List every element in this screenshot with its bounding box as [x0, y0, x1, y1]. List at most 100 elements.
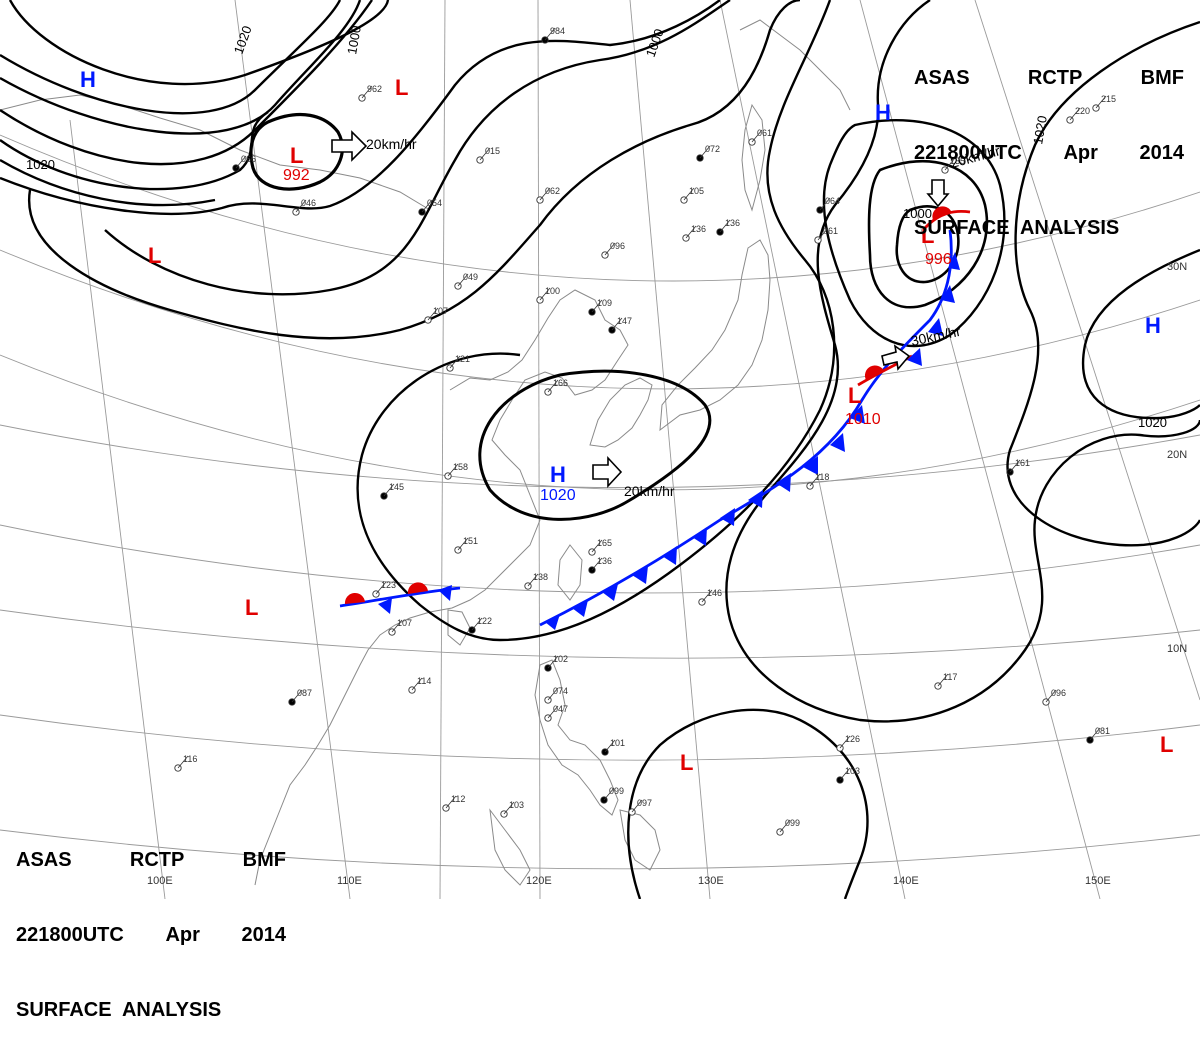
header-issuer: RCTP	[129, 849, 185, 871]
cold-front-barb	[438, 585, 452, 601]
station-pressure: 096	[1051, 688, 1066, 698]
station-pressure: 105	[689, 186, 704, 196]
wind-barb	[375, 581, 387, 595]
station-pressure: 116	[183, 754, 197, 764]
station-pressure: 136	[691, 224, 706, 234]
taiwan-coast	[557, 544, 583, 601]
wind-barb	[683, 187, 695, 201]
station-pressure: 062	[545, 186, 560, 196]
isobar	[627, 708, 869, 899]
header-issuer: RCTP	[1027, 67, 1083, 89]
cold-front-barb	[850, 405, 865, 424]
station-pressure: 112	[451, 794, 465, 804]
cold-front-barb	[776, 473, 791, 492]
station-plot: 165	[588, 538, 612, 556]
cold-front-barb	[378, 598, 392, 614]
station-plot: 097	[628, 798, 652, 816]
isobar-label: 1020	[1138, 415, 1167, 430]
speed-label: 20km/hr	[624, 483, 675, 499]
station-pressure: 061	[823, 226, 838, 236]
lon-label: 100E	[147, 875, 173, 887]
isobar-labels: 1020 1020 1000 1000 1000 1020 1020	[26, 24, 1167, 430]
wind-barb	[839, 735, 851, 749]
station-pressure: 100	[545, 286, 560, 296]
low-center: L	[290, 143, 303, 168]
chart-background	[0, 0, 1200, 899]
isobar	[895, 205, 960, 284]
header-line-1: ASAS RCTP BMF	[16, 848, 286, 873]
wind-barb	[361, 85, 373, 99]
lon-label: 120E	[526, 875, 552, 887]
grid-lon	[537, 0, 541, 899]
wind-barb	[449, 355, 461, 369]
wind-barb	[1089, 727, 1101, 741]
cold-front-barb	[692, 527, 707, 546]
station-pressure: 099	[785, 818, 800, 828]
station-plot: 103	[836, 766, 860, 784]
high-center: H	[1145, 313, 1161, 338]
wind-barb	[383, 483, 395, 497]
station-pressure: 109	[597, 298, 612, 308]
lon-label: 150E	[1085, 875, 1111, 887]
station-pressure: 123	[381, 580, 396, 590]
station-pressure: 103	[509, 800, 524, 810]
inland-boundary	[0, 94, 431, 211]
station-plot: 135	[941, 156, 965, 174]
cold-front-barb	[830, 433, 845, 452]
cold-front-barb	[907, 348, 922, 366]
station-plot: 101	[601, 738, 625, 756]
station-plot: 122	[468, 616, 492, 634]
station-plot: 136	[682, 224, 706, 242]
wind-barb	[591, 539, 603, 553]
wind-barb	[1095, 95, 1107, 109]
isobar	[1006, 20, 1200, 547]
wind-barb	[503, 801, 515, 815]
station-pressure: 096	[610, 241, 625, 251]
cold-front-barbs	[378, 252, 960, 630]
isobar	[725, 0, 1200, 723]
low-center: L	[680, 750, 693, 775]
lon-label: 140E	[893, 875, 919, 887]
high-value: 1020	[540, 487, 576, 504]
station-plot: 049	[454, 272, 478, 290]
station-pressure: 015	[485, 146, 500, 156]
header-month: Apr	[1063, 142, 1098, 164]
station-pressure: 220	[1075, 106, 1090, 116]
cold-front-barb	[632, 566, 648, 584]
borneo-coast	[489, 808, 531, 886]
isobar	[104, 0, 731, 296]
station-pressure: 047	[553, 704, 568, 714]
cold-front-barb	[720, 508, 735, 526]
isobar	[0, 0, 373, 166]
low-value: 1010	[845, 411, 881, 428]
lon-label: 130E	[698, 875, 724, 887]
okhotsk-coast	[739, 19, 851, 111]
station-pressure: 087	[297, 688, 312, 698]
grid-lat	[0, 829, 1200, 870]
low-center: L	[395, 75, 408, 100]
grid-lat	[0, 354, 1200, 491]
station-pressure: 114	[417, 676, 431, 686]
station-plot: 099	[600, 786, 624, 804]
wind-barb	[631, 799, 643, 813]
wind-barb	[457, 273, 469, 287]
wind-barb	[479, 147, 491, 161]
grid-lat	[0, 134, 1200, 282]
station-plot: 046	[292, 198, 316, 216]
station-plot: 096	[601, 241, 625, 259]
wind-barb	[411, 677, 423, 691]
isobars	[0, 0, 1200, 899]
wind-barb	[427, 307, 439, 321]
station-plot: 061	[748, 128, 772, 146]
station-plot: 087	[288, 688, 312, 706]
wind-barb	[447, 463, 459, 477]
cold-front-barb	[572, 600, 588, 617]
station-pressure: 166	[553, 378, 568, 388]
station-plot: 096	[1042, 688, 1066, 706]
station-plot: 103	[500, 800, 524, 818]
station-plot: 158	[444, 462, 468, 480]
station-pressure: 066	[241, 154, 256, 164]
wind-barb	[839, 767, 851, 781]
grid-lon	[69, 119, 166, 899]
station-pressure: 072	[705, 144, 720, 154]
